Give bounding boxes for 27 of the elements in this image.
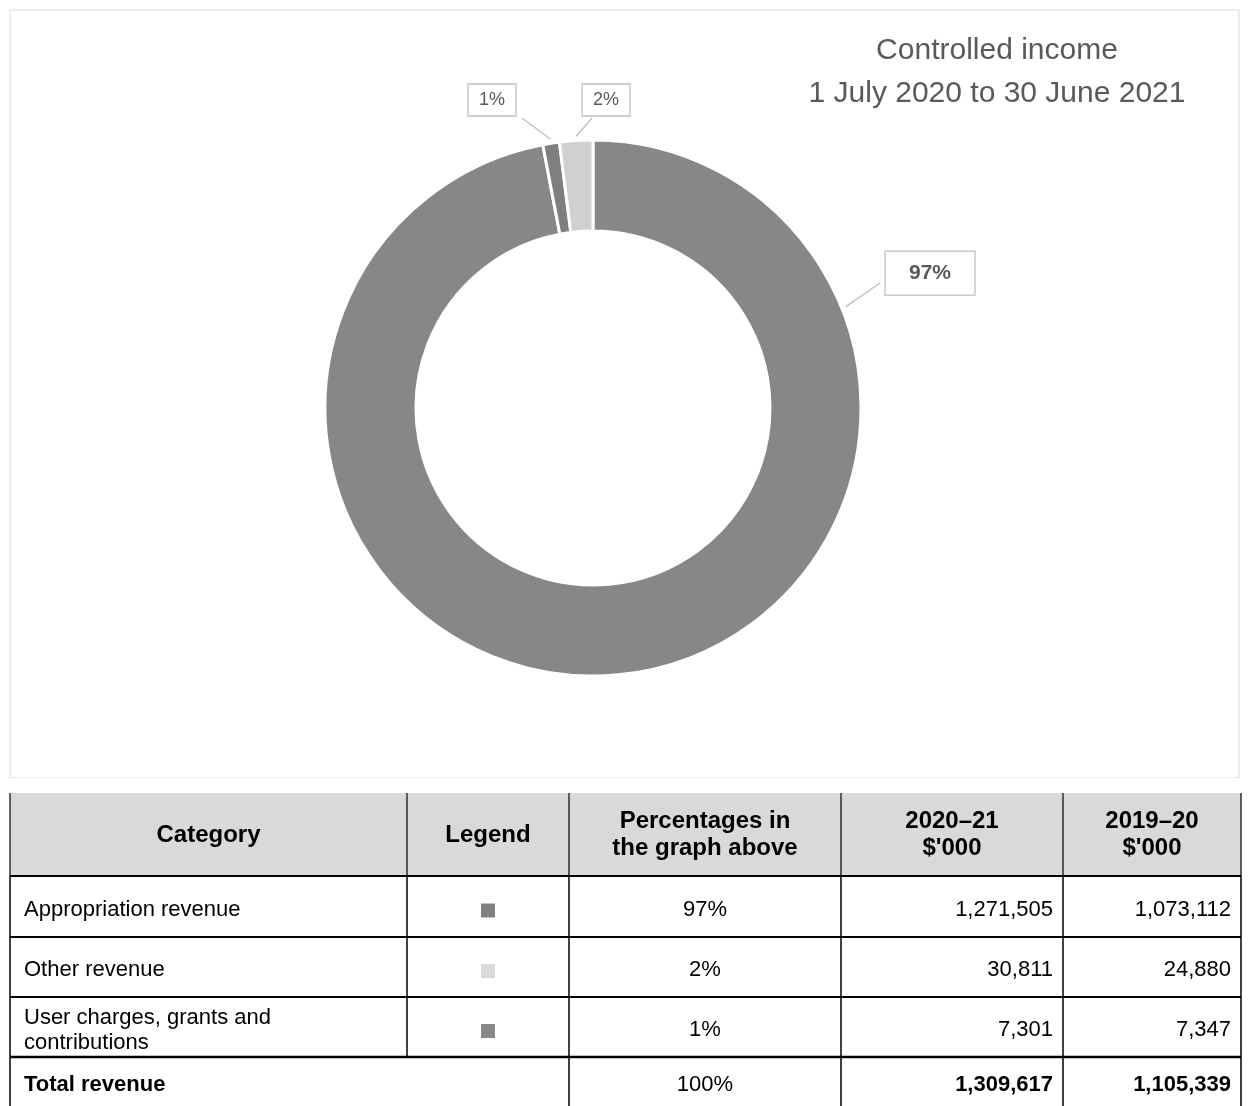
text: 2% xyxy=(689,956,721,981)
text: 97% xyxy=(682,895,728,921)
category-label: Appropriation revenue xyxy=(24,895,241,921)
category-label: Total revenue xyxy=(24,1070,166,1096)
text: 1,309,617 xyxy=(955,1070,1053,1096)
text: 1,105,339 xyxy=(1133,1070,1231,1096)
text: 100% xyxy=(676,1070,734,1096)
text: 7,347 xyxy=(1175,1016,1231,1041)
text: 24,880 xyxy=(1163,956,1231,981)
category-label: User charges, grants and contributions xyxy=(24,1004,272,1054)
legend-title: Legend xyxy=(445,819,531,847)
text: Percentages in the graph above xyxy=(612,805,798,860)
donut-slice xyxy=(323,138,863,678)
text: 1% xyxy=(689,1016,721,1041)
text: 1,073,112 xyxy=(1134,895,1231,921)
category-label: Other revenue xyxy=(24,956,165,981)
chart-subtitle: 1 July 2020 to 30 June 2021 xyxy=(808,75,1186,108)
data-label: 2% xyxy=(592,89,620,109)
text: 2019–20 $'000 xyxy=(1105,805,1199,860)
text: 1,271,505 xyxy=(955,895,1053,921)
text: 30,811 xyxy=(987,956,1053,981)
data-label: 97% xyxy=(908,260,952,284)
text: Category xyxy=(156,819,262,847)
text: 7,301 xyxy=(997,1016,1053,1041)
data-label: 1% xyxy=(478,89,506,109)
text: 2020–21 $'000 xyxy=(905,805,999,860)
chart-title: Controlled income xyxy=(876,32,1118,65)
